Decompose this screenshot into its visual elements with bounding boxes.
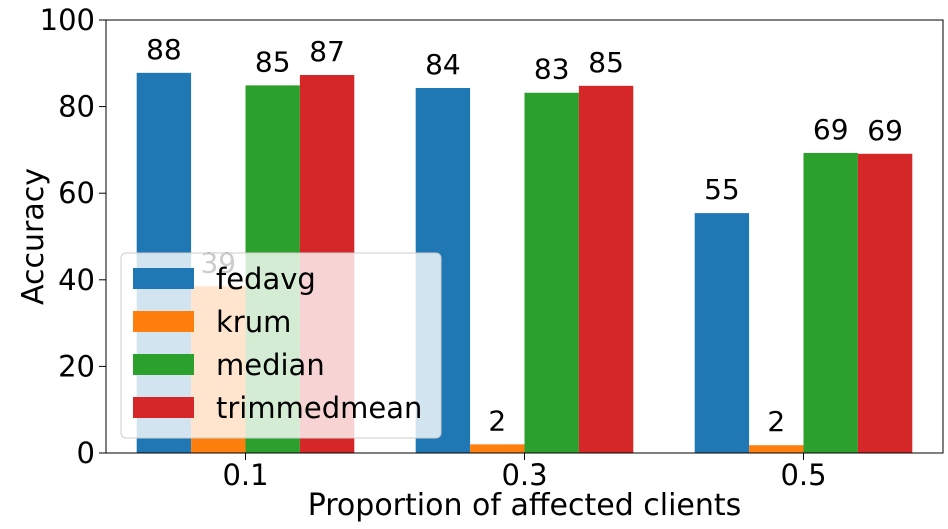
x-axis-label: Proportion of affected clients [308, 488, 742, 523]
y-tick-label: 20 [58, 349, 95, 383]
legend: fedavg krum median trimmedmean [120, 252, 442, 439]
x-tick-label: 0.1 [222, 458, 268, 492]
legend-label-fedavg: fedavg [216, 262, 316, 296]
data-label-trimmedmean-0.5: 69 [867, 114, 903, 147]
bar-krum-0.5 [749, 445, 804, 453]
data-label-fedavg-0.1: 88 [146, 33, 182, 66]
legend-swatch-fedavg [133, 268, 194, 289]
y-tick-label: 40 [58, 263, 95, 297]
y-tick-label: 100 [40, 3, 95, 37]
x-tick-label: 0.3 [501, 458, 547, 492]
legend-label-trimmedmean: trimmedmean [216, 391, 422, 425]
data-label-median-0.3: 83 [534, 53, 570, 86]
legend-swatch-median [133, 354, 194, 375]
bar-median-0.3 [524, 92, 579, 454]
y-axis-label: Accuracy [16, 168, 51, 305]
data-label-trimmedmean-0.1: 87 [309, 35, 345, 68]
legend-label-median: median [216, 348, 325, 382]
data-label-krum-0.5: 2 [767, 405, 785, 438]
y-tick-label: 0 [77, 436, 95, 470]
bar-trimmedmean-0.3 [578, 85, 634, 453]
y-tick-label: 80 [58, 90, 95, 124]
data-labels-layer: 8839858784283855526969 [146, 33, 903, 438]
data-label-fedavg-0.5: 55 [704, 173, 740, 206]
legend-box [120, 252, 442, 439]
data-label-median-0.1: 85 [255, 45, 291, 78]
legend-swatch-krum [133, 311, 194, 332]
data-label-median-0.5: 69 [813, 113, 849, 146]
legend-swatch-trimmedmean [133, 397, 194, 418]
bar-median-0.5 [803, 152, 858, 453]
legend-label-krum: krum [216, 305, 291, 339]
x-axis-ticks: 0.1 0.3 0.5 [222, 453, 827, 492]
data-label-fedavg-0.3: 84 [425, 48, 461, 81]
y-axis-ticks: 0 20 40 60 80 100 [40, 3, 106, 470]
bar-krum-0.3 [470, 444, 525, 453]
data-label-krum-0.3: 2 [488, 404, 506, 437]
x-tick-label: 0.5 [780, 458, 826, 492]
bar-fedavg-0.5 [694, 213, 750, 453]
y-tick-label: 60 [58, 176, 95, 210]
bar-trimmedmean-0.5 [857, 153, 913, 454]
data-label-trimmedmean-0.3: 85 [588, 46, 624, 79]
